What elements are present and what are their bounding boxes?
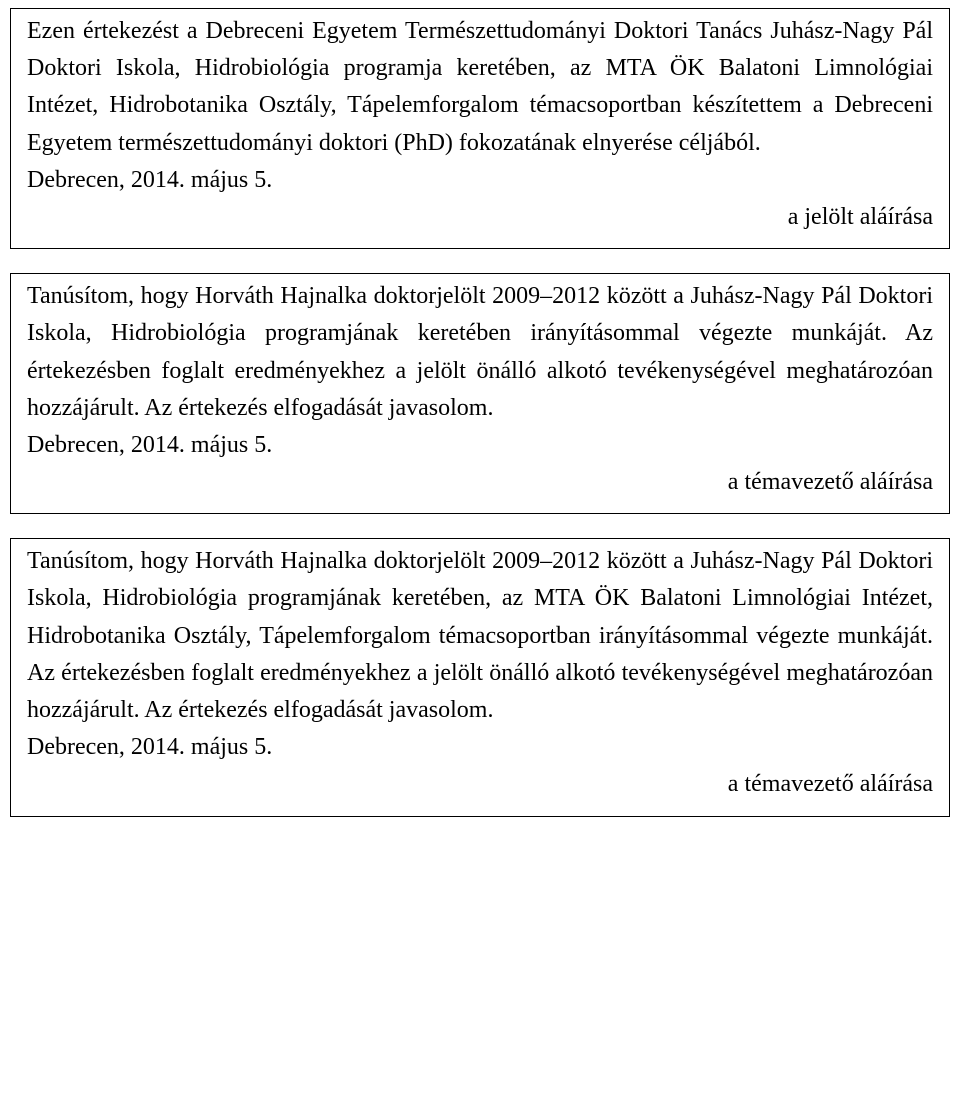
supervisor1-signature-label: a témavezető aláírása: [27, 464, 933, 501]
document-page: Ezen értekezést a Debreceni Egyetem Term…: [0, 0, 960, 861]
supervisor1-declaration-text: Tanúsítom, hogy Horváth Hajnalka doktorj…: [27, 278, 933, 427]
declaration-box-supervisor-1: Tanúsítom, hogy Horváth Hajnalka doktorj…: [10, 273, 950, 514]
candidate-declaration-text: Ezen értekezést a Debreceni Egyetem Term…: [27, 13, 933, 162]
supervisor1-declaration-date: Debrecen, 2014. május 5.: [27, 427, 933, 464]
supervisor2-declaration-date: Debrecen, 2014. május 5.: [27, 729, 933, 766]
supervisor2-signature-label: a témavezető aláírása: [27, 766, 933, 803]
supervisor2-declaration-text: Tanúsítom, hogy Horváth Hajnalka doktorj…: [27, 543, 933, 729]
declaration-box-candidate: Ezen értekezést a Debreceni Egyetem Term…: [10, 8, 950, 249]
declaration-box-supervisor-2: Tanúsítom, hogy Horváth Hajnalka doktorj…: [10, 538, 950, 816]
candidate-signature-label: a jelölt aláírása: [27, 199, 933, 236]
candidate-declaration-date: Debrecen, 2014. május 5.: [27, 162, 933, 199]
